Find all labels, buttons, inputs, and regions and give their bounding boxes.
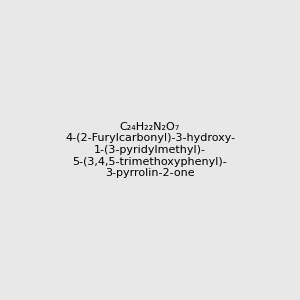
- Text: C₂₄H₂₂N₂O₇
4-(2-Furylcarbonyl)-3-hydroxy-
1-(3-pyridylmethyl)-
5-(3,4,5-trimetho: C₂₄H₂₂N₂O₇ 4-(2-Furylcarbonyl)-3-hydroxy…: [65, 122, 235, 178]
